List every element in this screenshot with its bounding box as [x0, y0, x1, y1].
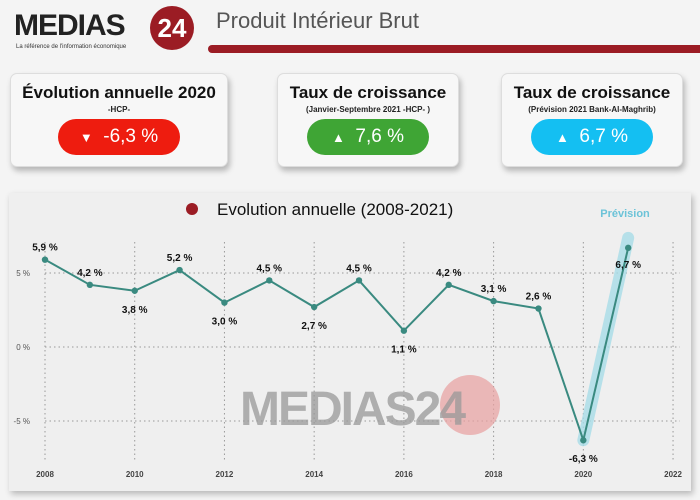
title-underline: [208, 45, 700, 53]
card-title: Taux de croissance: [289, 83, 447, 102]
data-point: [490, 297, 497, 305]
card-evolution-2020: Évolution annuelle 2020 -HCP- ▼ -6,3 %: [10, 73, 228, 167]
card-value: 7,6 %: [355, 126, 405, 147]
data-point: [445, 281, 452, 289]
x-tick-label: 2022: [664, 470, 682, 479]
page-title: Produit Intérieur Brut: [216, 8, 419, 33]
x-tick-label: 2020: [574, 470, 592, 479]
data-point: [266, 277, 273, 284]
data-label: 4,2 %: [436, 268, 462, 279]
data-label: 6,7 %: [615, 260, 641, 271]
series-line: [44, 247, 630, 444]
data-point: [176, 266, 183, 274]
card-value: 6,7 %: [579, 126, 629, 147]
data-point: [400, 327, 408, 334]
medias24-logo: 24 MEDIAS La référence de l'information …: [14, 6, 194, 54]
data-point: [580, 437, 587, 444]
data-label: 1,1 %: [391, 345, 417, 356]
data-label: -6,3 %: [569, 454, 598, 465]
logo-tagline: La référence de l'information économique: [16, 44, 127, 50]
x-tick-label: 2018: [485, 470, 503, 479]
data-label: 5,9 %: [32, 243, 58, 254]
card-subtitle: -HCP-: [107, 105, 131, 114]
card-title: Évolution annuelle 2020: [22, 83, 216, 102]
chart-card: [9, 193, 691, 491]
logo-text: MEDIAS: [14, 9, 126, 42]
watermark-circle: [440, 375, 500, 435]
data-label: 3,8 %: [122, 305, 148, 316]
data-point: [41, 256, 49, 263]
y-tick-label: 0 %: [16, 343, 30, 352]
card-subtitle: (Prévision 2021 Bank-Al-Maghrib): [528, 105, 656, 114]
data-label: 2,6 %: [526, 292, 552, 303]
forecast-annotation: Prévision: [600, 208, 650, 220]
x-tick-label: 2012: [216, 470, 234, 479]
x-tick-label: 2014: [305, 470, 323, 479]
data-point: [624, 244, 632, 252]
logo-circle: 24: [150, 6, 194, 50]
card-prevision-2021: Taux de croissance (Prévision 2021 Bank-…: [501, 73, 683, 167]
data-label: 4,2 %: [77, 268, 103, 279]
data-label: 3,0 %: [212, 317, 238, 328]
watermark-text: MEDIAS24: [240, 383, 466, 436]
data-label: 2,7 %: [301, 321, 327, 332]
data-label: 5,2 %: [167, 253, 193, 264]
card-title: Taux de croissance: [513, 83, 671, 102]
data-point: [131, 287, 138, 294]
data-point: [310, 303, 318, 311]
arrow-down-icon: ▼: [79, 130, 93, 145]
data-point: [86, 281, 94, 289]
x-tick-label: 2016: [395, 470, 413, 479]
value-pill: ▲ 6,7 %: [531, 119, 653, 155]
value-pill: ▲ 7,6 %: [307, 119, 429, 155]
y-tick-label: 5 %: [16, 269, 30, 278]
arrow-up-icon: ▲: [331, 130, 345, 145]
value-pill: ▼ -6,3 %: [58, 119, 180, 155]
data-point: [535, 305, 542, 312]
data-point: [355, 277, 363, 284]
legend-dot: [186, 203, 198, 215]
card-croissance-2021: Taux de croissance (Janvier-Septembre 20…: [277, 73, 459, 167]
x-tick-label: 2010: [126, 470, 144, 479]
data-point: [221, 299, 228, 306]
card-subtitle: (Janvier-Septembre 2021 -HCP- ): [305, 105, 431, 114]
arrow-up-icon: ▲: [555, 130, 569, 145]
data-label: 3,1 %: [481, 284, 507, 295]
data-label: 4,5 %: [346, 263, 372, 274]
y-tick-label: -5 %: [14, 417, 30, 426]
chart-title: Evolution annuelle (2008-2021): [217, 200, 453, 219]
x-tick-label: 2008: [36, 470, 54, 479]
card-value: -6,3 %: [103, 126, 159, 147]
data-label: 4,5 %: [257, 263, 283, 274]
